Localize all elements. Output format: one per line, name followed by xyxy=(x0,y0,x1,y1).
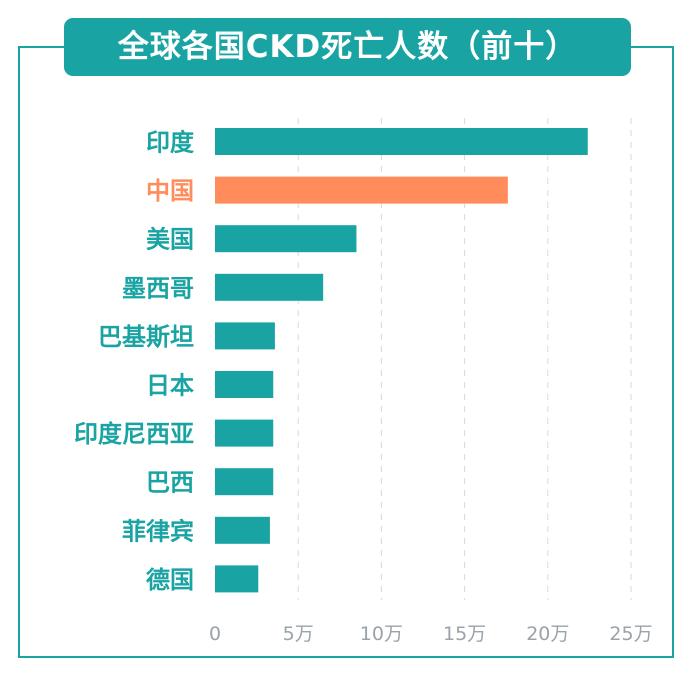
x-tick-label: 0 xyxy=(209,623,221,645)
category-label: 巴西 xyxy=(146,469,194,497)
bar xyxy=(215,273,324,301)
bar xyxy=(215,176,508,204)
bar xyxy=(215,128,588,155)
bar xyxy=(215,225,357,253)
x-tick-label: 20万 xyxy=(526,623,569,645)
category-label: 印度尼西亚 xyxy=(74,420,194,448)
x-tick-label: 25万 xyxy=(609,623,652,645)
grid-lines xyxy=(297,118,632,600)
chart-title: 全球各国CKD死亡人数（前十） xyxy=(64,18,631,76)
x-tick-labels: 0 5万 10万 15万 20万 25万 xyxy=(209,623,653,645)
category-label: 德国 xyxy=(146,566,194,594)
category-label: 印度 xyxy=(146,129,195,157)
bar xyxy=(215,322,275,350)
bar xyxy=(215,516,270,544)
bars xyxy=(215,128,588,593)
x-tick-label: 15万 xyxy=(443,623,486,645)
x-tick-label: 5万 xyxy=(283,623,314,645)
category-label: 菲律宾 xyxy=(122,517,194,545)
category-label: 墨西哥 xyxy=(122,274,194,302)
category-label: 中国 xyxy=(146,177,194,205)
category-label: 日本 xyxy=(146,372,194,400)
bar xyxy=(215,371,274,398)
bar xyxy=(215,468,274,496)
bar xyxy=(215,419,274,447)
bar xyxy=(215,565,259,593)
category-label: 美国 xyxy=(146,226,194,254)
category-label: 巴基斯坦 xyxy=(98,323,194,351)
x-tick-label: 10万 xyxy=(360,623,403,645)
